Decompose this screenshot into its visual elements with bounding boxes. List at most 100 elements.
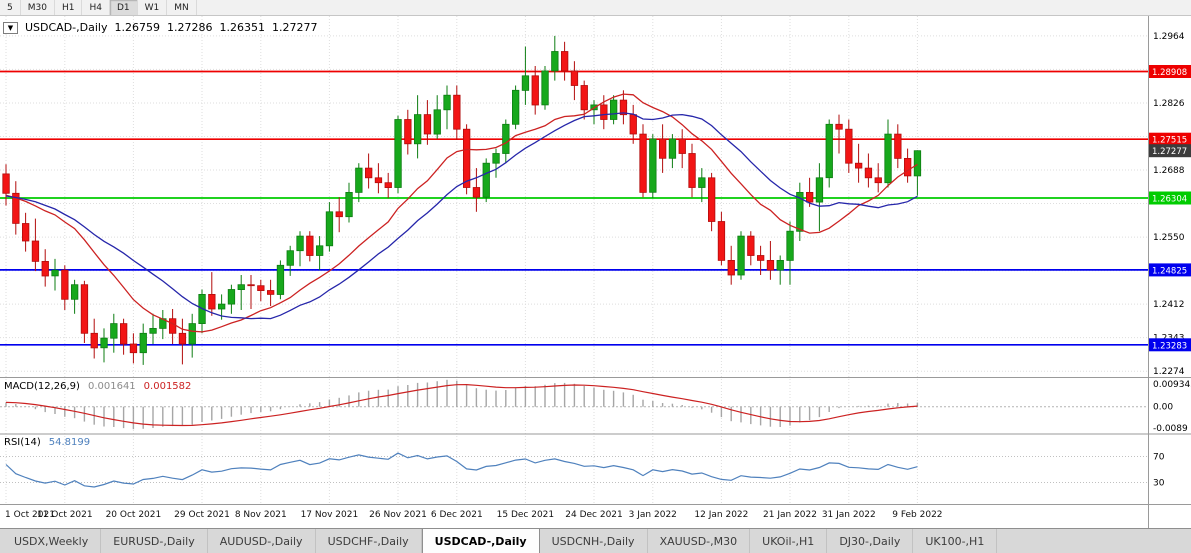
ohlc-low: 1.26351	[219, 21, 265, 34]
candle	[521, 75, 530, 91]
price-badge-label: 1.23283	[1152, 341, 1187, 351]
candle	[747, 235, 755, 256]
macd-axis-label: 0.009345	[1153, 380, 1191, 390]
tab-usdchf-daily[interactable]: USDCHF-,Daily	[316, 529, 422, 553]
candle	[61, 269, 69, 300]
candle	[561, 51, 569, 72]
candle	[482, 162, 490, 198]
candle	[433, 109, 441, 135]
candle	[315, 245, 324, 256]
tab-usdcad-daily[interactable]: USDCAD-,Daily	[421, 529, 540, 553]
tab-dj30-daily[interactable]: DJ30-,Daily	[827, 529, 914, 553]
candle	[129, 343, 138, 354]
candle	[894, 133, 902, 159]
timeframe-button-h4[interactable]: H4	[82, 0, 110, 15]
candle	[698, 177, 706, 188]
candle	[649, 138, 657, 193]
tab-eurusd-daily[interactable]: EURUSD-,Daily	[101, 529, 208, 553]
candle	[678, 138, 686, 154]
macd-label: MACD(12,26,9) 0.001641 0.001582	[4, 381, 191, 392]
chart-title: ▼ USDCAD-,Daily 1.26759 1.27286 1.26351 …	[3, 21, 317, 34]
candle	[394, 119, 402, 188]
price-axis-label: 1.2964	[1153, 32, 1185, 42]
timeframe-button-5[interactable]: 5	[0, 0, 21, 15]
candle	[266, 290, 275, 295]
candle	[806, 191, 814, 203]
candle	[286, 250, 294, 266]
macd-axis-label: -0.0089	[1153, 424, 1188, 434]
candle	[31, 240, 40, 262]
rsi-line	[5, 452, 918, 488]
timeframe-button-m30[interactable]: M30	[21, 0, 55, 15]
candle	[237, 284, 245, 291]
tab-usdx-weekly[interactable]: USDX,Weekly	[2, 529, 102, 553]
timeframe-toolbar: 5 M30 H1 H4 D1 W1 MN	[0, 0, 1191, 16]
chart-dropdown-icon[interactable]: ▼	[3, 21, 18, 34]
candle	[227, 289, 236, 305]
candle	[472, 187, 481, 198]
candle	[757, 255, 765, 261]
tab-ukoil-h1[interactable]: UKOil-,H1	[750, 529, 828, 553]
candle	[600, 104, 608, 120]
timeframe-button-w1[interactable]: W1	[138, 0, 168, 15]
candle	[502, 123, 510, 154]
candle	[374, 177, 383, 184]
candle	[413, 114, 422, 145]
date-axis-label: 31 Jan 2022	[822, 510, 876, 520]
candle	[659, 138, 667, 159]
candle	[688, 153, 696, 188]
candle	[766, 259, 775, 271]
price-badge	[1149, 65, 1191, 78]
rsi-name: RSI(14)	[4, 437, 41, 448]
candle	[717, 221, 726, 261]
panel-divider[interactable]	[0, 433, 1191, 436]
candle	[208, 293, 216, 310]
candle	[257, 285, 265, 292]
candle	[453, 94, 461, 130]
candle	[120, 323, 128, 345]
timeframe-button-h1[interactable]: H1	[55, 0, 83, 15]
candle	[531, 75, 539, 106]
candle	[737, 235, 745, 276]
price-badge	[1149, 191, 1191, 205]
candle	[462, 128, 471, 188]
date-axis-label: 1 Oct 2021	[5, 510, 55, 520]
rsi-axis-label: 30	[1153, 479, 1165, 489]
tab-audusd-daily[interactable]: AUDUSD-,Daily	[208, 529, 316, 553]
candle	[845, 128, 853, 164]
candle	[100, 337, 108, 349]
tab-uk100-h1[interactable]: UK100-,H1	[913, 529, 998, 553]
candle	[276, 264, 285, 295]
macd-value: 0.001641	[87, 381, 136, 392]
rsi-value: 54.8199	[48, 437, 91, 448]
candle	[786, 230, 794, 261]
ohlc-high: 1.27286	[166, 21, 213, 34]
candle	[12, 192, 20, 224]
price-axis-label: 1.2826	[1153, 99, 1185, 109]
date-axis-label: 29 Oct 2021	[174, 510, 230, 520]
panel-divider[interactable]	[0, 503, 1191, 506]
tab-xauusd-m30[interactable]: XAUUSD-,M30	[648, 529, 751, 553]
macd-signal-line	[5, 383, 918, 427]
candle	[913, 150, 922, 177]
candle	[296, 235, 304, 252]
price-badge	[1149, 338, 1191, 352]
panel-divider[interactable]	[0, 376, 1191, 379]
candle	[178, 332, 187, 345]
date-axis-label: 3 Jan 2022	[629, 510, 677, 520]
tab-usdcnh-daily[interactable]: USDCNH-,Daily	[540, 529, 648, 553]
date-axis-label: 17 Nov 2021	[301, 510, 359, 520]
price-badge-label: 1.24825	[1152, 266, 1187, 276]
candle	[864, 167, 873, 179]
candle	[884, 133, 892, 184]
candle	[629, 114, 637, 135]
candle	[815, 177, 824, 203]
candle	[727, 259, 735, 276]
date-axis-label: 21 Jan 2022	[763, 510, 817, 520]
candle	[443, 94, 451, 111]
candle	[796, 191, 804, 232]
timeframe-button-d1[interactable]: D1	[109, 0, 138, 15]
timeframe-button-mn[interactable]: MN	[167, 0, 197, 15]
candle	[335, 211, 343, 218]
